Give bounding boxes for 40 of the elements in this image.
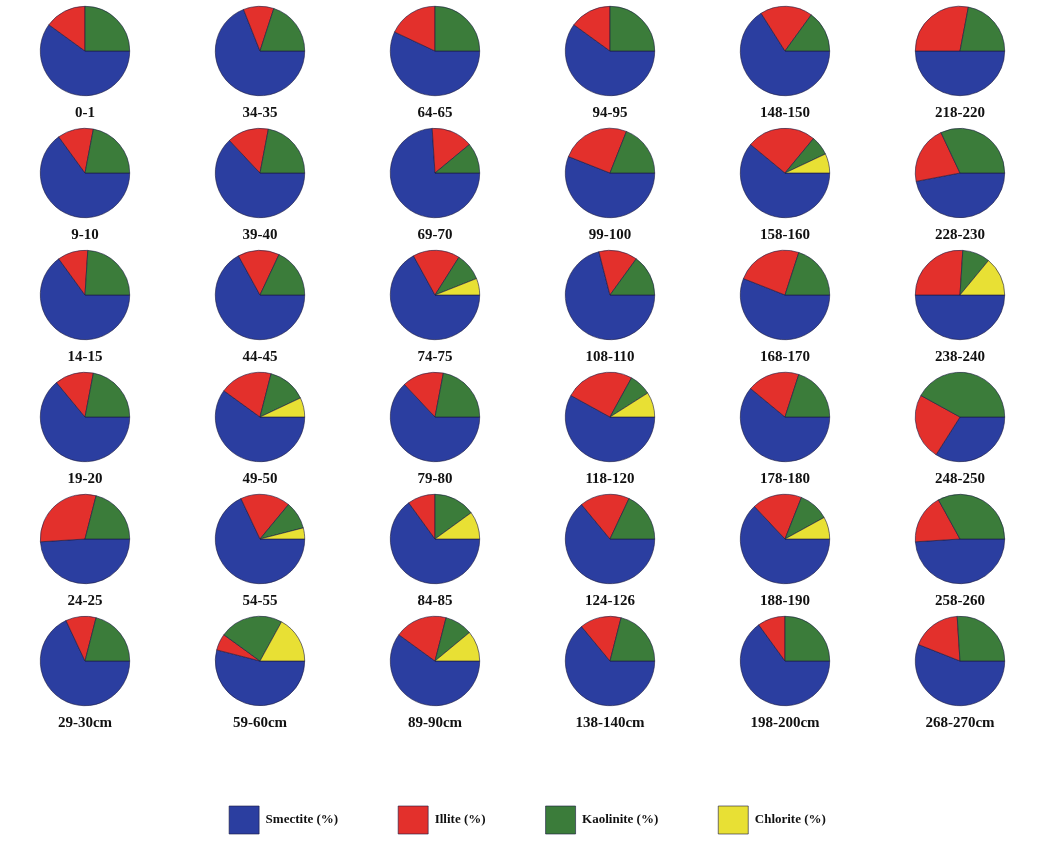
text: 218-220 — [935, 103, 985, 120]
text: 44-45 — [242, 347, 278, 364]
legend-label: Smectite (%) — [265, 811, 339, 827]
text: 238-240 — [935, 347, 985, 364]
text: 19-20 — [67, 469, 103, 486]
text: 158-160 — [760, 225, 810, 242]
text: 94-95 — [592, 103, 628, 120]
text: 59-60cm — [232, 713, 288, 730]
text: 198-200cm — [750, 713, 821, 730]
text: 188-190 — [760, 591, 810, 608]
text: 118-120 — [585, 469, 635, 486]
text: 24-25 — [67, 591, 103, 608]
text: 99-100 — [588, 225, 632, 242]
text: 228-230 — [935, 225, 985, 242]
text: 124-126 — [585, 591, 636, 608]
text: 49-50 — [242, 469, 278, 486]
text: 248-250 — [935, 469, 985, 486]
legend-label: Chlorite (%) — [754, 811, 826, 827]
text: 148-150 — [760, 103, 810, 120]
text: 34-35 — [242, 103, 278, 120]
text: 178-180 — [760, 469, 810, 486]
text: 138-140cm — [575, 713, 646, 730]
text: 108-110 — [585, 347, 635, 364]
text: 29-30cm — [57, 713, 113, 730]
text: 258-260 — [935, 591, 985, 608]
text: 54-55 — [242, 591, 278, 608]
text: 39-40 — [242, 225, 278, 242]
text: 74-75 — [417, 347, 453, 364]
text: 84-85 — [417, 591, 453, 608]
text: 268-270cm — [925, 713, 996, 730]
text: 9-10 — [71, 225, 99, 242]
legend-label: Kaolinite (%) — [582, 811, 659, 827]
text: 89-90cm — [407, 713, 463, 730]
text: 0-1 — [75, 103, 95, 120]
legend-label: Illite (%) — [434, 811, 486, 827]
text: 64-65 — [417, 103, 453, 120]
text: 69-70 — [417, 225, 453, 242]
text: 168-170 — [760, 347, 810, 364]
text: 14-15 — [67, 347, 103, 364]
text: 79-80 — [417, 469, 453, 486]
